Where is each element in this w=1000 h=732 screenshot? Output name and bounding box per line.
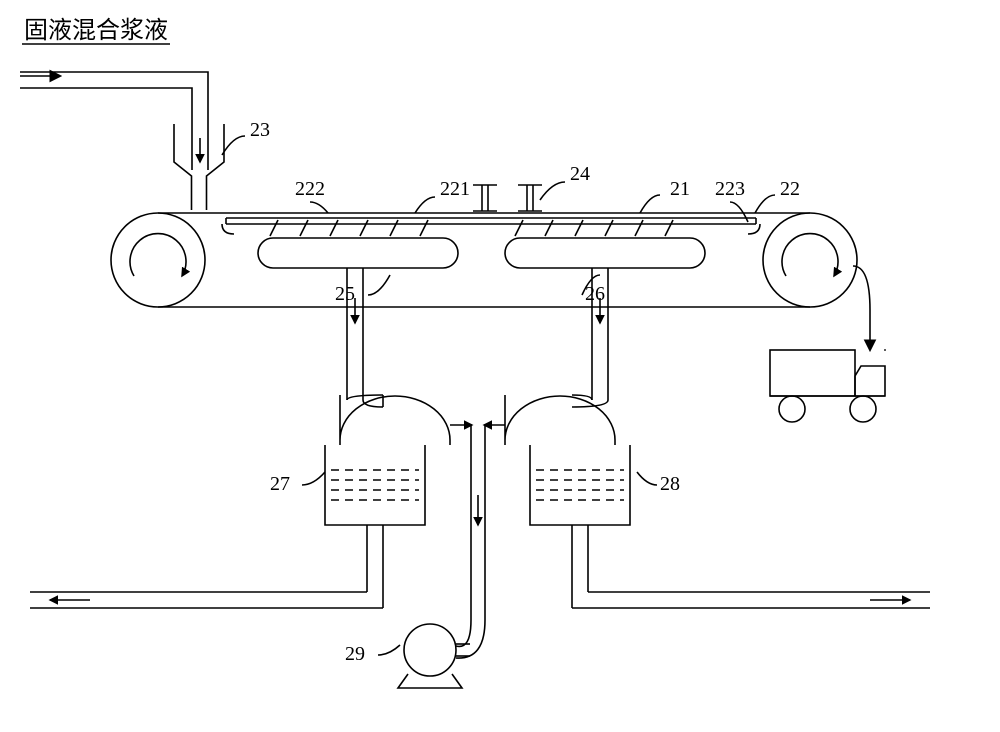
callout-27: 27 — [270, 473, 290, 495]
callout-26: 26 — [585, 283, 605, 305]
callout-223: 223 — [715, 178, 745, 200]
callout-28: 28 — [660, 473, 680, 495]
callout-21: 21 — [670, 178, 690, 200]
callout-23: 23 — [250, 119, 270, 141]
process-diagram: 固液混合浆液 21 22 23 24 25 26 27 28 29 221 222 223 — [0, 0, 1000, 732]
callout-222: 222 — [295, 178, 325, 200]
callout-22: 22 — [780, 178, 800, 200]
callout-221: 221 — [440, 178, 470, 200]
callout-25: 25 — [335, 283, 355, 305]
input-label: 固液混合浆液 — [24, 17, 168, 44]
callout-29: 29 — [345, 643, 365, 665]
callout-24: 24 — [570, 163, 590, 185]
